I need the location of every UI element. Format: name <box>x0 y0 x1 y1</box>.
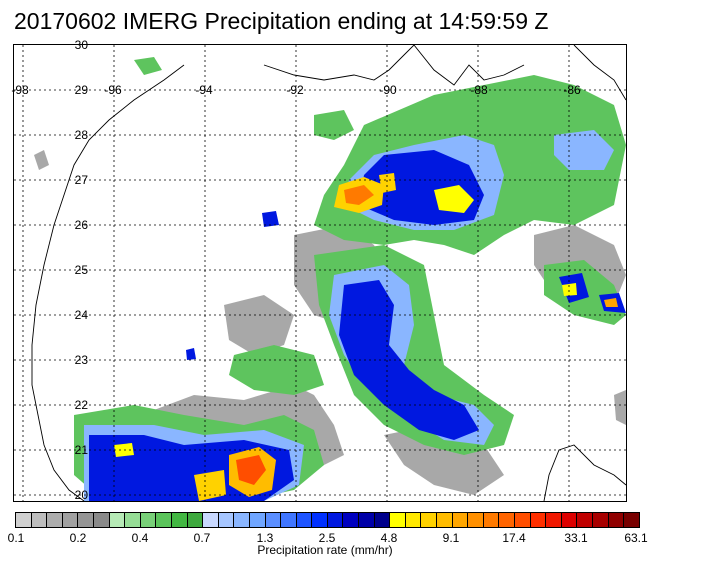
colorbar-swatch <box>592 513 609 527</box>
lat-label: 28 <box>74 128 88 142</box>
lat-label: 24 <box>74 308 88 322</box>
colorbar-swatch <box>296 513 313 527</box>
colorbar-tick: 63.1 <box>624 531 648 545</box>
precipitation-map <box>13 44 627 502</box>
map-title: 20170602 IMERG Precipitation ending at 1… <box>14 8 549 34</box>
colorbar-swatch <box>327 513 344 527</box>
lat-label: 22 <box>74 398 88 412</box>
colorbar-label: Precipitation rate (mm/hr) <box>257 543 393 557</box>
lat-label: 26 <box>74 218 88 232</box>
colorbar-swatch <box>499 513 515 527</box>
colorbar-swatch <box>125 513 141 527</box>
coastline <box>31 45 626 501</box>
lat-label: 23 <box>74 353 88 367</box>
lat-label: 27 <box>74 173 88 187</box>
colorbar-swatch <box>515 513 531 527</box>
lon-label: -94 <box>195 83 213 97</box>
colorbar-tick: 0.2 <box>69 531 87 545</box>
colorbar-swatch <box>171 513 188 527</box>
colorbar-swatch <box>437 513 453 527</box>
lat-label: 30 <box>74 38 88 52</box>
lon-label: -96 <box>104 83 122 97</box>
colorbar-swatch <box>546 513 562 527</box>
map-canvas <box>14 45 626 501</box>
lat-label: 21 <box>74 443 88 457</box>
colorbar-swatch <box>16 513 32 527</box>
colorbar-swatch <box>78 513 94 527</box>
colorbar-swatch <box>281 513 297 527</box>
colorbar-tick: 0.7 <box>193 531 211 545</box>
lon-label: -92 <box>286 83 304 97</box>
colorbar-swatch <box>374 513 391 527</box>
colorbar-tick: 33.1 <box>564 531 588 545</box>
lat-label: 29 <box>74 83 88 97</box>
colorbar-swatch <box>577 513 593 527</box>
colorbar-swatch <box>109 513 126 527</box>
colorbar-tick: 0.4 <box>131 531 149 545</box>
colorbar-swatch <box>468 513 484 527</box>
colorbar-swatch <box>187 513 204 527</box>
colorbar-swatch <box>218 513 235 527</box>
colorbar-swatch <box>62 513 79 527</box>
colorbar-tick: 1.3 <box>256 531 274 545</box>
colorbar-swatch <box>47 513 63 527</box>
colorbar <box>15 512 640 528</box>
colorbar-swatch <box>561 513 578 527</box>
colorbar-swatch <box>608 513 625 527</box>
colorbar-swatch <box>93 513 110 527</box>
colorbar-swatch <box>624 513 639 527</box>
colorbar-swatch <box>359 513 375 527</box>
lon-label: -88 <box>470 83 488 97</box>
colorbar-swatch <box>405 513 422 527</box>
colorbar-swatch <box>483 513 500 527</box>
colorbar-swatch <box>452 513 469 527</box>
lon-label: -86 <box>563 83 581 97</box>
colorbar-tick: 2.5 <box>318 531 336 545</box>
colorbar-swatch <box>234 513 250 527</box>
colorbar-swatch <box>421 513 438 527</box>
colorbar-tick: 17.4 <box>502 531 526 545</box>
colorbar-tick: 4.8 <box>380 531 398 545</box>
colorbar-swatch <box>156 513 172 527</box>
colorbar-swatch <box>265 513 282 527</box>
intense-precip-layer <box>114 173 618 501</box>
colorbar-swatch <box>249 513 266 527</box>
colorbar-swatch <box>390 513 406 527</box>
colorbar-swatch <box>343 513 360 527</box>
lat-label: 25 <box>74 263 88 277</box>
lat-label: 20 <box>74 488 88 502</box>
colorbar-swatch <box>31 513 48 527</box>
colorbar-swatch <box>312 513 328 527</box>
colorbar-swatch <box>203 513 219 527</box>
lon-label: -98 <box>11 83 29 97</box>
colorbar-swatch <box>140 513 157 527</box>
colorbar-swatch <box>530 513 547 527</box>
lon-label: -90 <box>379 83 397 97</box>
colorbar-tick: 9.1 <box>442 531 460 545</box>
graticule <box>14 45 626 501</box>
colorbar-tick: 0.1 <box>7 531 25 545</box>
